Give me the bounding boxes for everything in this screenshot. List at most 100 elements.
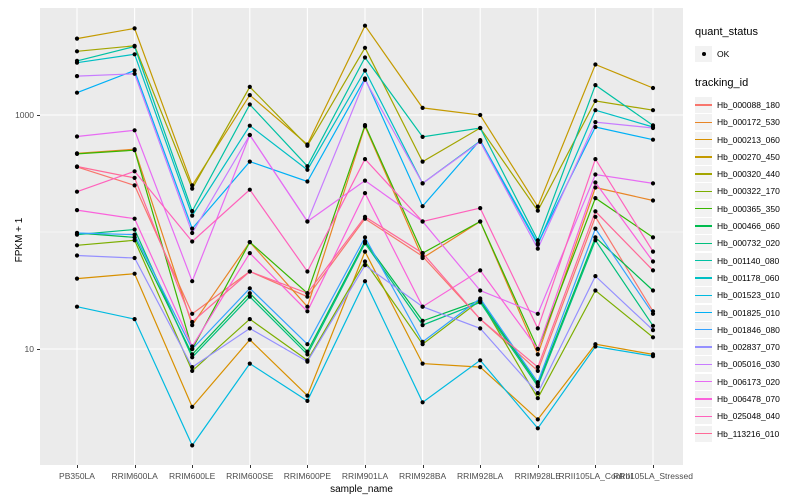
data-point — [420, 105, 425, 110]
data-point — [362, 55, 368, 60]
data-point — [362, 191, 368, 196]
data-point — [535, 368, 540, 373]
legend-key-box — [695, 218, 712, 235]
data-point — [650, 323, 656, 328]
data-point — [593, 124, 598, 130]
data-point — [190, 226, 195, 231]
legend-key-box — [695, 304, 712, 321]
legend-key-box — [695, 390, 712, 407]
data-point — [593, 226, 598, 231]
legend-line-swatch — [695, 138, 712, 141]
x-tick-label: RRIM600SE — [226, 471, 274, 481]
data-point — [362, 68, 368, 73]
data-point — [132, 238, 137, 243]
y-tick-mark — [37, 115, 40, 116]
x-tick-label: RRIM901LA — [341, 471, 389, 481]
data-point — [478, 358, 483, 363]
data-point — [305, 393, 310, 398]
legend-item-Hb_000322_170: Hb_000322_170 — [695, 183, 800, 200]
legend-key-box — [695, 148, 712, 165]
data-point — [190, 311, 195, 316]
data-point — [247, 187, 252, 192]
data-point — [593, 185, 598, 190]
legend-item-Hb_000732_020: Hb_000732_020 — [695, 235, 800, 252]
data-point — [593, 180, 598, 185]
point-marker-icon — [701, 51, 706, 56]
data-point — [593, 274, 598, 279]
legend-key-box — [695, 408, 712, 425]
data-point — [593, 214, 598, 219]
legend-title-quant-status: quant_status — [695, 26, 758, 38]
legend-item-label: OK — [717, 48, 730, 59]
x-tick-mark — [653, 465, 654, 468]
data-point — [362, 279, 368, 284]
legend-item-label: Hb_025048_040 — [717, 411, 780, 422]
legend-line-swatch — [695, 346, 712, 348]
data-point — [190, 209, 195, 214]
x-tick-mark — [480, 465, 482, 468]
data-point — [593, 120, 598, 125]
data-point — [362, 235, 368, 240]
data-point — [190, 186, 195, 191]
data-point — [305, 167, 310, 172]
data-point — [478, 365, 483, 370]
x-tick-mark — [537, 465, 539, 468]
data-point — [593, 238, 598, 243]
legend-key-box — [695, 114, 712, 131]
data-point — [247, 240, 252, 245]
data-point — [535, 352, 540, 357]
x-tick-label: RRII105LA_Control — [558, 471, 633, 481]
legend-tracking-items: Hb_000088_180 Hb_000172_530 Hb_000213_060 H… — [695, 96, 800, 442]
data-point — [535, 384, 540, 389]
x-tick-label: PB350LA — [59, 471, 95, 481]
x-tick-label: RRIM600PE — [283, 471, 332, 481]
legend-item-label: Hb_001825_010 — [717, 307, 780, 318]
data-point — [650, 335, 656, 340]
x-tick-mark — [595, 465, 597, 468]
legend-item-Hb_000088_180: Hb_000088_180 — [695, 96, 800, 113]
data-point — [190, 230, 195, 236]
legend-item-label: Hb_000172_530 — [717, 117, 780, 128]
data-point — [535, 417, 540, 422]
legend-line-swatch — [695, 121, 712, 123]
legend-item-Hb_000466_060: Hb_000466_060 — [695, 217, 800, 235]
legend-item-Hb_000320_440: Hb_000320_440 — [695, 165, 800, 183]
legend-item-Hb_000270_450: Hb_000270_450 — [695, 148, 800, 165]
data-point — [132, 232, 137, 237]
data-point — [132, 128, 137, 133]
data-point — [650, 137, 656, 142]
data-point — [247, 291, 252, 296]
legend-line-swatch — [695, 363, 712, 366]
legend-key-box — [695, 425, 712, 442]
data-point — [247, 326, 252, 331]
data-point — [190, 352, 195, 357]
legend-item-Hb_001846_080: Hb_001846_080 — [695, 321, 800, 338]
data-point — [305, 291, 310, 296]
data-point — [362, 241, 368, 246]
legend-item-Hb_113216_010: Hb_113216_010 — [695, 425, 800, 442]
legend-line-swatch — [695, 104, 712, 106]
data-point — [74, 208, 80, 213]
legend-item-label: Hb_000466_060 — [717, 221, 780, 232]
data-point — [247, 132, 252, 138]
data-point — [74, 60, 80, 65]
data-point — [478, 317, 483, 322]
data-point — [305, 164, 310, 169]
legend-item-label: Hb_113216_010 — [717, 428, 780, 439]
legend-key-box — [695, 183, 712, 200]
legend-line-swatch — [695, 259, 712, 262]
data-point — [190, 279, 195, 284]
data-point — [420, 400, 425, 405]
legend-item-Hb_001178_060: Hb_001178_060 — [695, 269, 800, 286]
data-point — [74, 49, 80, 54]
x-tick-mark — [192, 465, 194, 468]
data-point — [362, 178, 368, 183]
data-point — [190, 365, 195, 370]
legend-line-swatch — [695, 173, 712, 175]
data-point — [478, 288, 483, 293]
data-point — [362, 77, 368, 82]
legend-key-box — [695, 339, 712, 356]
data-point — [190, 213, 195, 218]
legend-key-box — [695, 373, 712, 390]
x-tick-label: RRIM600LE — [169, 471, 216, 481]
